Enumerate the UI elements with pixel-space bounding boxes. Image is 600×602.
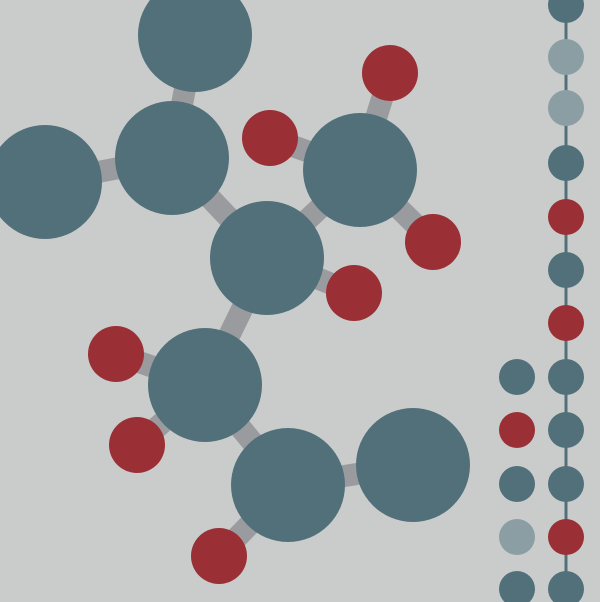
chain-atom (548, 90, 584, 126)
chain-atom (548, 199, 584, 235)
chain (499, 0, 584, 602)
atom-accent (362, 45, 418, 101)
atom-accent (191, 528, 247, 584)
chain-atom (548, 571, 584, 602)
chain-atom (548, 466, 584, 502)
atom-accent (88, 326, 144, 382)
atoms (0, 0, 470, 584)
atom-accent (326, 265, 382, 321)
chain-atom (548, 0, 584, 23)
chain-atom (548, 519, 584, 555)
chain-atom (548, 305, 584, 341)
chain-atom (548, 252, 584, 288)
atom-large (231, 428, 345, 542)
chain-atom (548, 359, 584, 395)
side-atom (499, 466, 535, 502)
chain-atom (548, 145, 584, 181)
side-atom (499, 359, 535, 395)
atom-large (210, 201, 324, 315)
atom-large (115, 101, 229, 215)
side-atom (499, 412, 535, 448)
atom-large (148, 328, 262, 442)
atom-large (356, 408, 470, 522)
side-atom (499, 571, 535, 602)
atom-accent (242, 110, 298, 166)
chain-atom (548, 39, 584, 75)
atom-large (0, 125, 102, 239)
chain-atom (548, 412, 584, 448)
atom-large (138, 0, 252, 92)
atom-accent (405, 214, 461, 270)
side-atom (499, 519, 535, 555)
atom-large (303, 113, 417, 227)
atom-accent (109, 417, 165, 473)
